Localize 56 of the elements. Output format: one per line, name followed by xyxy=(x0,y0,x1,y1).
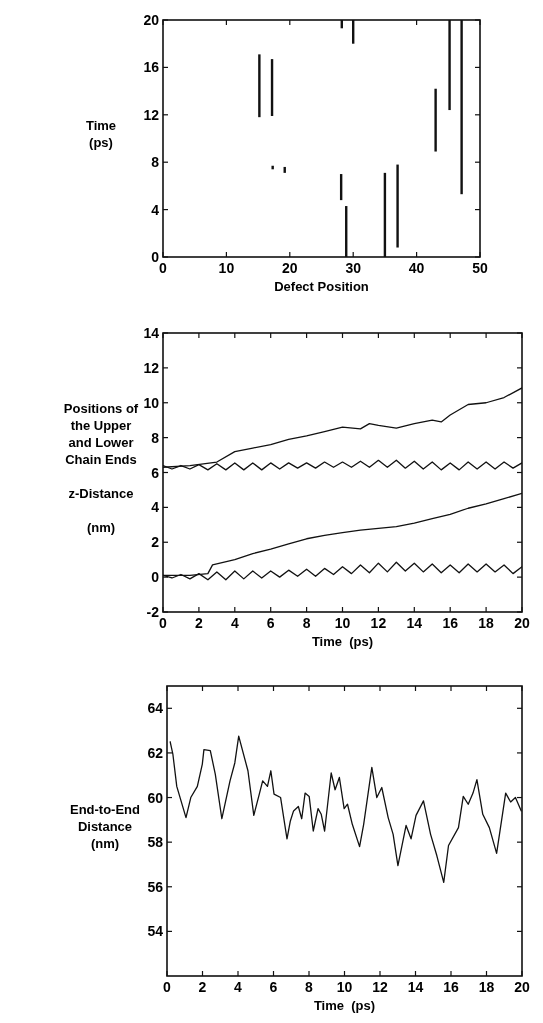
bar xyxy=(271,165,274,170)
y-tick-label: 58 xyxy=(147,834,164,851)
x-tick-label: 2 xyxy=(195,615,203,631)
y-tick-label: 4 xyxy=(151,499,160,516)
x-tick-label: 16 xyxy=(442,615,459,631)
x-tick-label: 20 xyxy=(514,615,530,631)
x-tick-label: 12 xyxy=(370,615,387,631)
y-tick-label: 0 xyxy=(151,569,160,586)
x-tick-label: 8 xyxy=(305,979,314,995)
text: Positions of the Upper and Lower Chain Ends z-Distance (nm) xyxy=(63,401,139,535)
y-tick-label: 8 xyxy=(151,154,160,171)
bar xyxy=(258,54,261,118)
x-tick-label: 40 xyxy=(408,260,425,276)
x-tick-label: 4 xyxy=(234,979,243,995)
y-tick-label: 8 xyxy=(151,429,160,446)
x-tick-label: 16 xyxy=(443,979,459,995)
x-axis-title: Defect Position xyxy=(274,279,369,294)
x-tick-label: 6 xyxy=(269,979,278,995)
y-tick-label: 10 xyxy=(143,394,160,411)
x-tick-label: 10 xyxy=(336,979,353,995)
x-tick-label: 14 xyxy=(407,979,424,995)
y-tick-label: -2 xyxy=(146,604,160,620)
y-tick-label: 64 xyxy=(147,700,164,717)
y-axis-title: Time (ps) xyxy=(85,118,117,150)
y-tick-label: 12 xyxy=(143,106,160,123)
x-tick-label: 6 xyxy=(266,615,275,631)
y-tick-label: 6 xyxy=(151,464,160,481)
x-tick-label: 14 xyxy=(406,615,423,631)
x-tick-label: 20 xyxy=(514,979,530,995)
y-tick-label: 16 xyxy=(143,59,160,76)
y-tick-label: 60 xyxy=(147,789,164,806)
y-tick-label: 20 xyxy=(143,12,160,28)
x-tick-label: 18 xyxy=(478,979,495,995)
y-tick-label: 14 xyxy=(143,325,160,341)
y-tick-label: 62 xyxy=(147,744,164,761)
y-tick-label: 2 xyxy=(151,534,160,551)
bar xyxy=(396,164,399,248)
bar xyxy=(434,88,437,152)
y-tick-label: 56 xyxy=(147,878,164,895)
x-axis-title: Time (ps) xyxy=(313,998,376,1013)
x-tick-label: 2 xyxy=(198,979,207,995)
x-tick-label: 10 xyxy=(334,615,351,631)
x-tick-label: 18 xyxy=(478,615,495,631)
y-tick-label: 54 xyxy=(147,923,164,940)
x-tick-label: 30 xyxy=(345,260,362,276)
x-tick-label: 10 xyxy=(218,260,235,276)
x-tick-label: 50 xyxy=(472,260,488,276)
x-tick-label: 12 xyxy=(372,979,388,995)
x-axis-title: Time (ps) xyxy=(311,634,374,649)
x-tick-label: 8 xyxy=(302,615,311,631)
y-tick-label: 0 xyxy=(151,249,160,265)
y-axis-title: End-to-End Distance (nm) xyxy=(69,802,141,851)
y-tick-label: 4 xyxy=(151,201,160,218)
y-tick-label: 12 xyxy=(143,359,160,376)
x-tick-label: 20 xyxy=(282,260,298,276)
x-tick-label: 4 xyxy=(230,615,239,631)
